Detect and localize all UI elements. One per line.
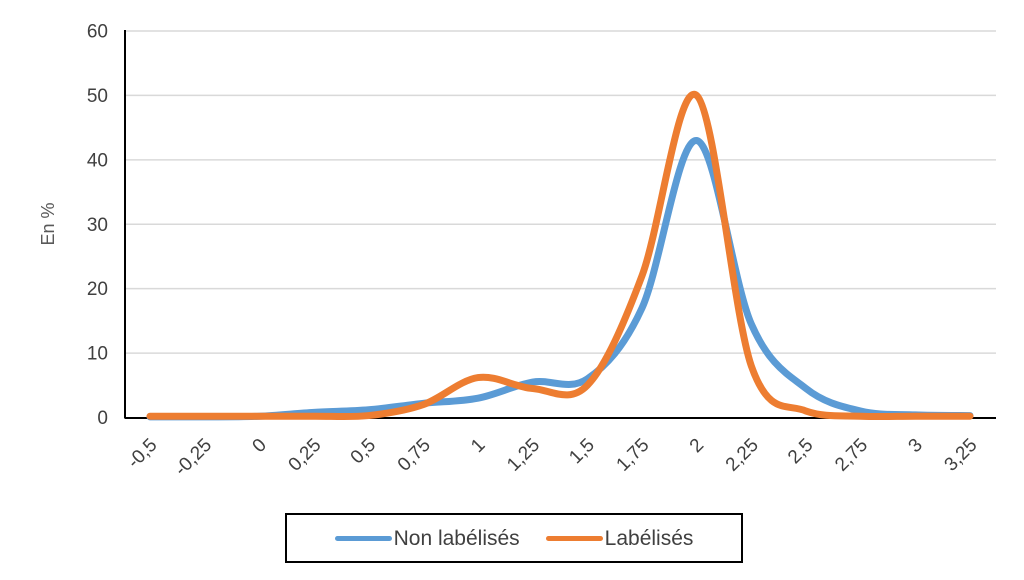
series-line-labelises xyxy=(146,90,974,421)
x-tick-label-2: 0 xyxy=(249,435,271,457)
x-tick-label-7: 1,25 xyxy=(503,435,544,476)
y-tick-label-30: 30 xyxy=(87,215,108,236)
legend-item-non-labelises: Non labélisés xyxy=(334,526,520,550)
y-tick-label-0: 0 xyxy=(97,408,108,429)
series-line-non-labelises xyxy=(146,137,974,421)
x-tick-label-3: 0,25 xyxy=(285,435,326,476)
chart-legend: Non labélisés Labélisés xyxy=(285,513,743,563)
legend-line-swatch-labelises xyxy=(545,535,603,541)
x-tick-label-1: -0,25 xyxy=(171,435,216,480)
y-axis-title: En % xyxy=(38,202,58,245)
legend-line-swatch-non-labelises xyxy=(334,535,392,541)
x-tick-label-11: 2,25 xyxy=(722,435,763,476)
legend-item-labelises: Labélisés xyxy=(545,526,694,550)
y-tick-label-10: 10 xyxy=(87,344,108,365)
x-tick-label-6: 1 xyxy=(467,435,489,457)
legend-label-non-labelises: Non labélisés xyxy=(393,526,520,550)
y-tick-label-50: 50 xyxy=(87,86,108,107)
x-tick-label-15: 3,25 xyxy=(941,435,982,476)
plot-area: 0 10 20 30 40 50 60 -0,5 -0,25 0 0,25 0,5 0,75 1 1,25 1… xyxy=(38,22,996,480)
y-tick-label-20: 20 xyxy=(87,279,108,300)
y-tick-label-60: 60 xyxy=(87,22,108,43)
x-tick-label-14: 3 xyxy=(905,435,927,457)
x-tick-label-0: -0,5 xyxy=(124,435,162,473)
x-tick-label-13: 2,75 xyxy=(831,435,872,476)
x-tick-label-8: 1,5 xyxy=(565,435,599,469)
x-tick-label-4: 0,5 xyxy=(347,435,381,469)
legend-label-labelises: Labélisés xyxy=(604,526,694,550)
y-tick-label-40: 40 xyxy=(87,150,108,171)
x-tick-label-10: 2 xyxy=(686,435,708,457)
x-tick-label-9: 1,75 xyxy=(613,435,654,476)
x-tick-label-5: 0,75 xyxy=(394,435,435,476)
x-tick-label-12: 2,5 xyxy=(784,435,818,469)
